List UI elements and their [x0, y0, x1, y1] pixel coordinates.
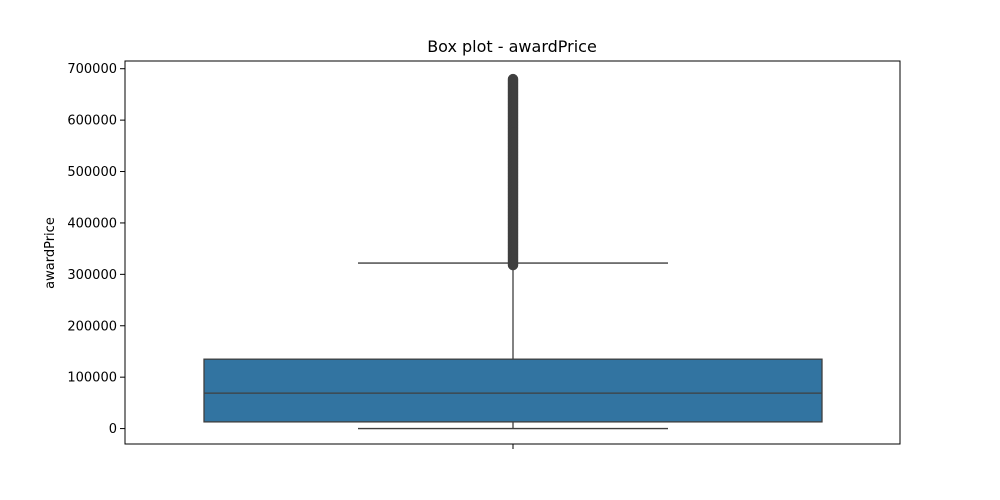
chart-title: Box plot - awardPrice	[427, 37, 597, 56]
y-tick-label: 0	[109, 422, 117, 437]
y-tick-label: 400000	[67, 216, 117, 231]
y-tick-label: 600000	[67, 114, 117, 129]
y-axis-label: awardPrice	[43, 217, 58, 289]
y-tick-label: 200000	[67, 319, 117, 334]
outlier-points	[507, 73, 519, 271]
y-tick-label: 300000	[67, 268, 117, 283]
plot-area	[203, 73, 823, 430]
y-tick-label: 100000	[67, 371, 117, 386]
outlier-point	[507, 73, 519, 85]
y-tick-label: 700000	[67, 62, 117, 77]
iqr-box	[203, 358, 823, 423]
y-axis: 0 100000 200000 300000 400000 500000 600000 700…	[67, 62, 125, 437]
y-tick-label: 500000	[67, 165, 117, 180]
